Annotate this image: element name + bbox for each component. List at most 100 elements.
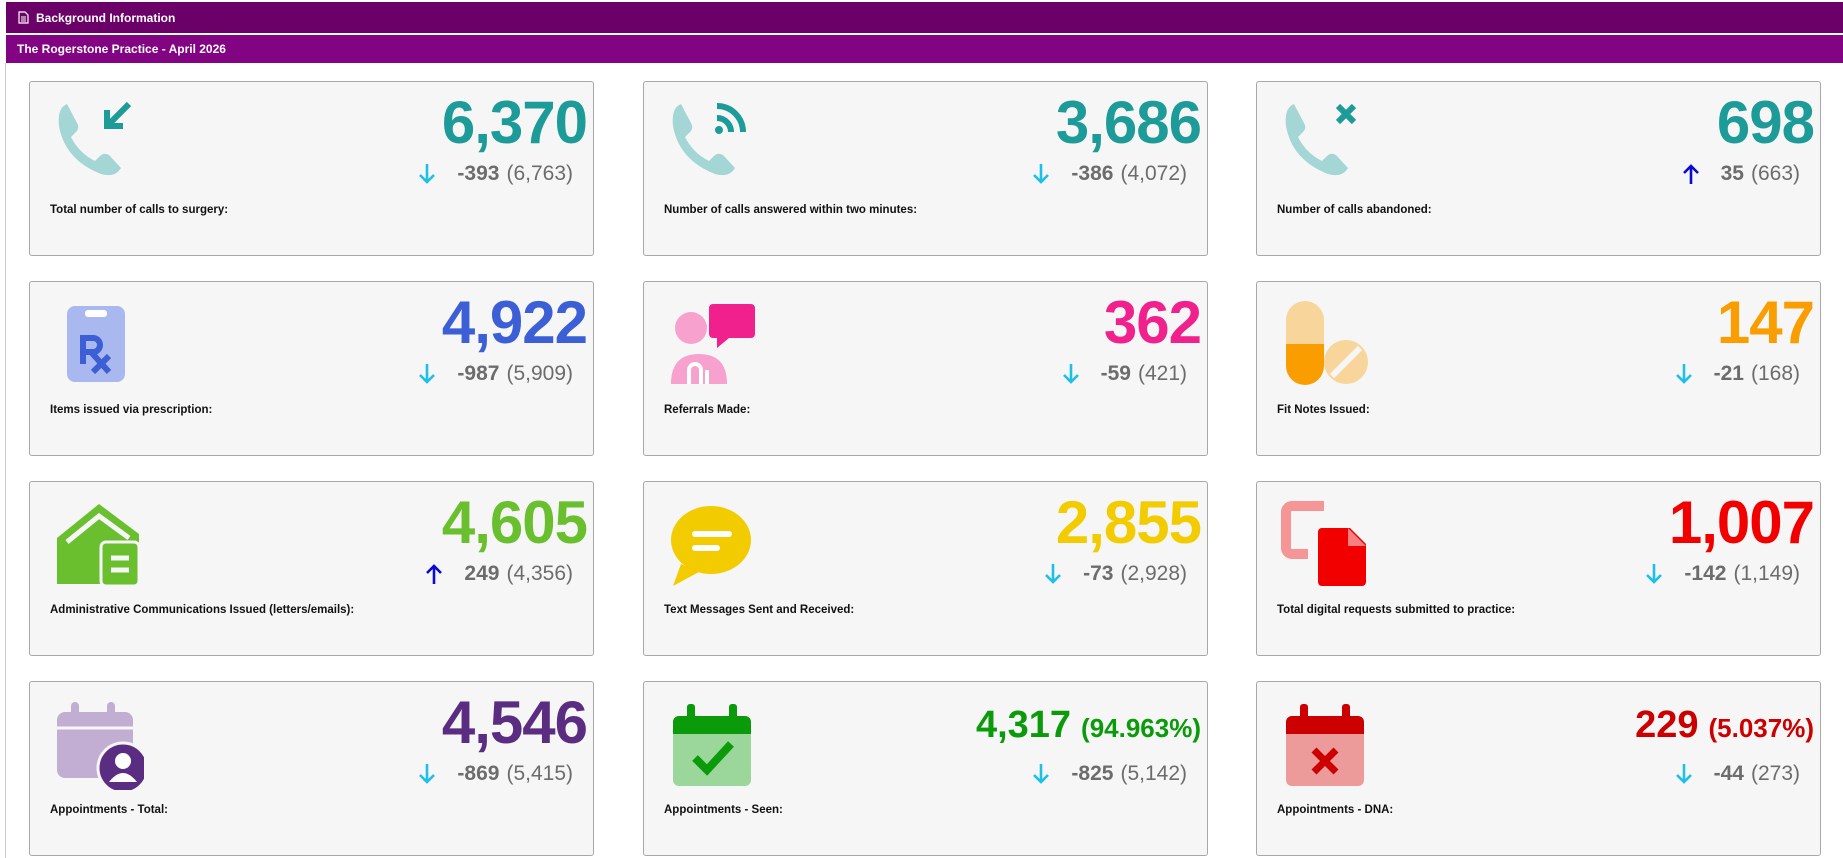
stat-card: 3,686 -386 (4,072) Number of calls answered… xyxy=(643,81,1208,256)
arrow-up xyxy=(1682,164,1699,184)
stat-value: 362 xyxy=(1103,289,1202,356)
stat-previous: (168) xyxy=(1750,362,1800,385)
stat-value-box: 362 xyxy=(1103,288,1202,357)
stat-change-box: -142 (1,149) xyxy=(1646,562,1800,586)
stat-label: Total digital requests submitted to prac… xyxy=(1277,604,1516,616)
stat-change-box: -869 (5,415) xyxy=(419,762,573,786)
stat-icon xyxy=(58,101,132,176)
stat-label: Referrals Made: xyxy=(664,404,751,416)
stat-value: 1,007 xyxy=(1668,489,1815,556)
stat-value-box: 147 xyxy=(1716,288,1815,357)
stat-value-box: 3,686 xyxy=(1056,88,1202,157)
stat-value-box: 4,922 xyxy=(441,288,588,357)
stat-value-box: 2,855 xyxy=(1055,488,1202,557)
document-icon xyxy=(18,11,29,24)
stat-icon xyxy=(671,506,751,586)
stat-value-box: 4,605 xyxy=(441,488,588,557)
arrow-down xyxy=(1033,764,1050,784)
stat-change: -44 xyxy=(1713,762,1744,785)
stat-card: 4,546 -869 (5,415) Appointments - Total: xyxy=(29,681,594,856)
stat-previous: (1,149) xyxy=(1733,562,1800,585)
stat-icon xyxy=(57,702,144,790)
section-header[interactable]: Background Information xyxy=(6,2,1843,33)
stat-value-box: 229 (5.037%) xyxy=(1635,704,1814,747)
arrow-down xyxy=(1033,164,1050,184)
stat-card: 1,007 -142 (1,149) Total digital requests s… xyxy=(1256,481,1821,656)
stat-percent: (94.963%) xyxy=(1081,713,1201,743)
stat-change: -869 xyxy=(457,762,500,785)
stat-previous: (273) xyxy=(1750,762,1800,785)
stat-card: 698 35 (663) Number of calls abandoned: xyxy=(1256,81,1821,256)
stat-card: 229 (5.037%) -44 (273) Appointments - DNA: xyxy=(1256,681,1821,856)
stat-label: Number of calls answered within two minu… xyxy=(664,204,918,216)
stat-label: Appointments - DNA: xyxy=(1277,804,1394,816)
stat-card: 4,922 -987 (5,909) Items issued via prescri… xyxy=(29,281,594,456)
stat-value: 4,546 xyxy=(441,689,588,756)
stat-label: Items issued via prescription: xyxy=(50,404,213,416)
stat-card: 6,370 -393 (6,763) Total number of calls to… xyxy=(29,81,594,256)
stat-change-box: -987 (5,909) xyxy=(419,362,573,386)
stat-change: -825 xyxy=(1071,762,1114,785)
stat-icon xyxy=(672,103,746,176)
stat-value: 147 xyxy=(1716,289,1815,356)
stat-label: Number of calls abandoned: xyxy=(1277,204,1432,216)
stat-card: 147 -21 (168) Fit Notes Issued: xyxy=(1256,281,1821,456)
stat-label: Total number of calls to surgery: xyxy=(50,204,229,216)
stat-label: Administrative Communications Issued (le… xyxy=(50,604,355,616)
stat-value-box: 698 xyxy=(1716,88,1815,157)
stat-value-box: 4,546 xyxy=(441,688,588,757)
stat-change: -73 xyxy=(1083,562,1114,585)
stat-previous: (5,142) xyxy=(1120,762,1187,785)
stat-change-box: -73 (2,928) xyxy=(1045,562,1187,586)
arrow-up xyxy=(426,564,443,584)
stat-change-box: -21 (168) xyxy=(1675,362,1800,386)
stat-previous: (2,928) xyxy=(1120,562,1187,585)
stat-percent: (5.037%) xyxy=(1708,713,1815,743)
stat-icon xyxy=(1285,103,1357,176)
panel-edge xyxy=(5,63,6,858)
stat-card: 2,855 -73 (2,928) Text Messages Sent and Re… xyxy=(643,481,1208,656)
stat-card: 4,605 249 (4,356) Administrative Communicat… xyxy=(29,481,594,656)
stat-label: Text Messages Sent and Received: xyxy=(664,604,855,616)
stat-change: -393 xyxy=(457,162,500,185)
stat-change: 35 xyxy=(1720,162,1744,185)
stat-previous: (663) xyxy=(1750,162,1800,185)
stat-label: Fit Notes Issued: xyxy=(1277,404,1370,416)
stat-change-box: 249 (4,356) xyxy=(426,562,573,586)
stat-value: 229 xyxy=(1635,704,1699,746)
stat-icon xyxy=(671,304,755,384)
stat-value: 2,855 xyxy=(1055,489,1202,556)
stat-value-box: 1,007 xyxy=(1668,488,1815,557)
stat-icon xyxy=(1286,301,1368,385)
stat-previous: (4,072) xyxy=(1120,162,1187,185)
stat-change-box: -825 (5,142) xyxy=(1033,762,1187,786)
stat-value: 4,922 xyxy=(441,289,588,356)
stat-value: 698 xyxy=(1716,89,1815,156)
stat-value-box: 4,317 (94.963%) xyxy=(976,704,1201,747)
stat-label: Appointments - Total: xyxy=(50,804,168,816)
stat-value: 4,317 xyxy=(975,704,1072,746)
stat-icon xyxy=(1281,501,1366,586)
stat-change: 249 xyxy=(464,562,500,585)
arrow-down xyxy=(419,364,436,384)
arrow-down xyxy=(1062,364,1079,384)
stat-previous: (5,415) xyxy=(506,762,573,785)
stat-previous: (5,909) xyxy=(506,362,573,385)
stat-icon xyxy=(1286,704,1364,786)
stat-value: 4,605 xyxy=(441,489,588,556)
stat-change: -21 xyxy=(1713,362,1744,385)
stat-change-box: -59 (421) xyxy=(1062,362,1187,386)
arrow-down xyxy=(419,164,436,184)
stat-previous: (421) xyxy=(1137,362,1187,385)
section-title: Background Information xyxy=(36,10,176,25)
arrow-down xyxy=(1045,564,1062,584)
stat-value-box: 6,370 xyxy=(442,88,588,157)
stat-previous: (4,356) xyxy=(506,562,573,585)
stat-label: Appointments - Seen: xyxy=(664,804,783,816)
stat-change: -59 xyxy=(1100,362,1131,385)
practice-title: The Rogerstone Practice - April 2026 xyxy=(17,42,226,56)
arrow-down xyxy=(1675,764,1692,784)
arrow-down xyxy=(1675,364,1692,384)
stat-card: 4,317 (94.963%) -825 (5,142) Appointments - … xyxy=(643,681,1208,856)
